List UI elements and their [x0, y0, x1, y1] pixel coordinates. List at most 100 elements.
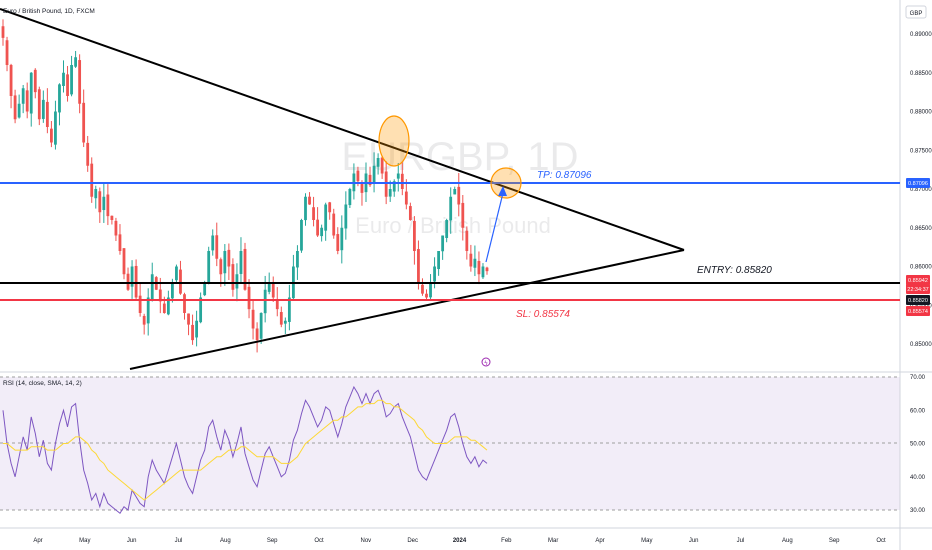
candle-body	[304, 196, 307, 221]
price-badge-label: 0.87096	[908, 181, 928, 187]
price-tick-label: 0.88000	[910, 110, 932, 116]
candle-body	[312, 207, 315, 220]
price-tick-label: 0.87500	[910, 148, 932, 154]
entry-label: ENTRY: 0.85820	[697, 265, 772, 276]
candle-body	[413, 220, 416, 251]
price-tick-label: 0.86500	[910, 226, 932, 232]
candle-body	[243, 248, 247, 290]
candle-body	[380, 157, 384, 174]
price-tick-label: 0.86000	[910, 265, 932, 271]
candle-body	[453, 189, 457, 195]
price-badge	[906, 306, 930, 316]
candle-body	[368, 174, 372, 186]
candle-body	[316, 219, 319, 236]
candle-body	[66, 74, 69, 96]
candle-body	[308, 196, 311, 205]
candle-body	[215, 235, 219, 259]
rsi-tick-label: 60.00	[910, 408, 926, 414]
candle-body	[417, 249, 420, 282]
event-marker-icon[interactable]	[481, 357, 491, 367]
candle-body	[279, 312, 283, 325]
time-tick-label: Jul	[737, 538, 745, 544]
rsi-label: RSI (14, close, SMA, 14, 2)	[3, 380, 82, 387]
candle-body	[433, 266, 436, 282]
chart-title: Euro / British Pound, 1D, FXCM	[3, 8, 95, 15]
time-axis[interactable]: Apr May Jun Jul Aug Sep Oct Nov Dec 2024 Feb Mar Apr…	[33, 538, 886, 544]
candle-body	[320, 227, 324, 237]
candle-body	[425, 293, 428, 298]
time-tick-label: Aug	[220, 538, 231, 544]
candle-body	[324, 204, 328, 231]
candle-body	[29, 72, 33, 114]
price-badge	[906, 275, 930, 285]
candle-body	[449, 196, 453, 221]
candle-body	[300, 220, 303, 251]
candle-body	[90, 163, 94, 197]
candle-body	[388, 189, 392, 197]
candle-body	[13, 95, 17, 120]
triangle-upper-trendline[interactable]	[0, 8, 685, 251]
triangle-lower-trendline[interactable]	[129, 249, 685, 370]
price-tick-label: 0.87000	[910, 187, 932, 193]
time-tick-label: Jun	[127, 538, 137, 544]
candle-body	[122, 248, 126, 275]
candle-body	[392, 181, 396, 192]
projection-arrow-line[interactable]	[485, 192, 504, 263]
candle-body	[199, 297, 203, 323]
time-tick-label: Oct	[314, 538, 324, 544]
time-tick-label: 2024	[453, 538, 467, 544]
candle-body	[251, 309, 255, 329]
candle-body	[191, 324, 194, 341]
price-tick-label: 0.88500	[910, 71, 932, 77]
candle-body	[102, 196, 106, 211]
candle-body	[336, 234, 340, 251]
candle-body	[429, 282, 432, 298]
candle-body	[78, 60, 82, 104]
candle-body	[203, 282, 207, 296]
sl-label: SL: 0.85574	[516, 309, 570, 320]
candle-body	[469, 253, 473, 267]
candle-body	[50, 128, 53, 143]
candle-body	[187, 313, 190, 325]
candle-body	[348, 189, 352, 206]
candle-body	[211, 235, 215, 251]
candle-body	[37, 89, 41, 120]
rsi-ma-line	[3, 399, 488, 501]
time-tick-label: Dec	[407, 538, 418, 544]
time-tick-label: Feb	[501, 538, 512, 544]
price-badges: 0.87096 0.85942 22:34:37 0.85820 0.85574	[906, 178, 930, 316]
time-tick-label: Mar	[548, 538, 558, 544]
candle-body	[219, 259, 223, 275]
candle-body	[408, 206, 412, 220]
candle-body	[25, 90, 29, 112]
price-badge-label: 0.85574	[908, 309, 928, 315]
candle-body	[356, 170, 360, 182]
time-tick-label: Sep	[267, 538, 278, 544]
rsi-axis[interactable]: 70.00 60.00 50.00 40.00 30.00	[910, 375, 926, 514]
candle-body	[404, 191, 408, 205]
candle-body	[445, 220, 449, 238]
candle-body	[485, 267, 489, 272]
highlight-circle-target[interactable]	[490, 167, 522, 199]
time-tick-label: May	[79, 538, 90, 544]
currency-badge[interactable]	[905, 5, 927, 19]
candle-body	[166, 297, 170, 315]
currency-label: GBP	[910, 11, 923, 17]
candle-body	[74, 57, 77, 67]
candle-body	[283, 320, 287, 324]
candle-body	[396, 173, 400, 179]
price-badge	[906, 178, 930, 188]
price-badge-label: 0.85942	[908, 278, 928, 284]
candle-body	[255, 328, 259, 341]
candle-body	[126, 273, 130, 290]
candle-body	[247, 286, 251, 310]
candle-body	[457, 186, 461, 205]
candle-body	[400, 173, 404, 189]
candle-body	[33, 69, 37, 93]
tp-label: TP: 0.87096	[537, 170, 592, 181]
candle-body	[62, 72, 65, 86]
highlight-circle-top[interactable]	[378, 115, 410, 167]
candle-body	[17, 103, 21, 118]
candle-body	[175, 266, 178, 281]
